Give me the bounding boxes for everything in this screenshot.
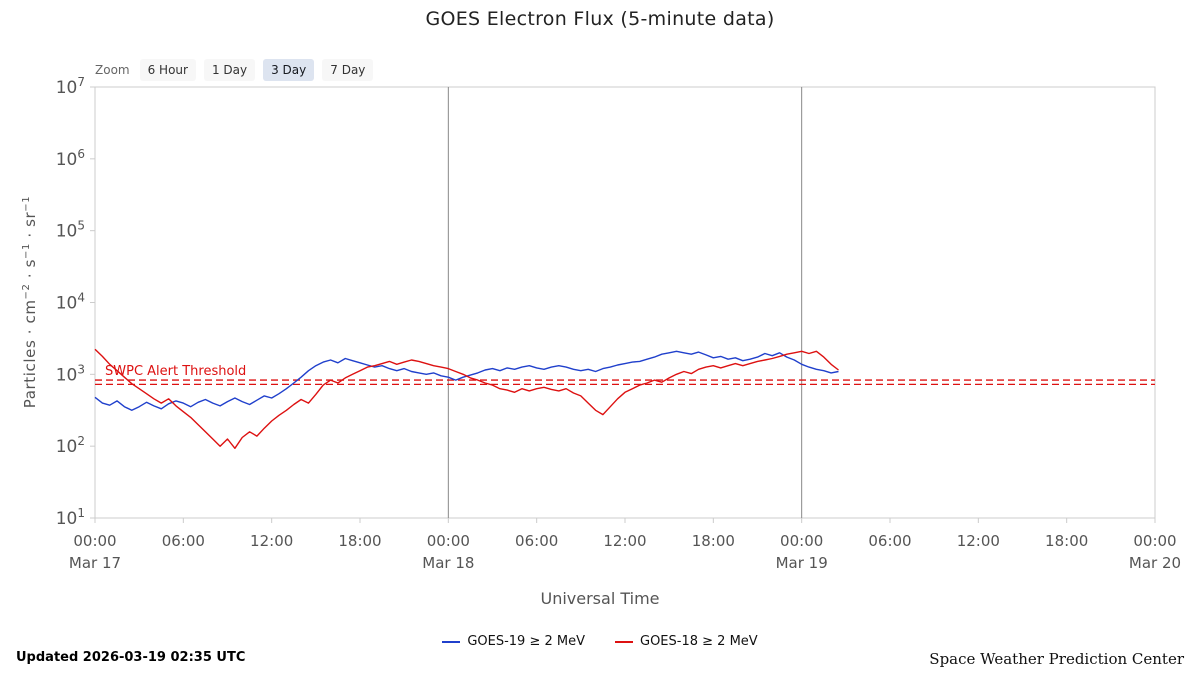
y-tick-label: 106: [56, 147, 85, 170]
x-tick-label: 12:00: [603, 532, 646, 550]
x-date-label: Mar 19: [776, 554, 828, 572]
zoom-6hour-button[interactable]: 6 Hour: [139, 59, 196, 81]
legend-item-goes18[interactable]: GOES-18 ≥ 2 MeV: [615, 634, 758, 649]
x-tick-label: 12:00: [250, 532, 293, 550]
goes-18-series: [94, 348, 839, 449]
zoom-3day-button[interactable]: 3 Day: [263, 59, 315, 81]
legend-item-goes19[interactable]: GOES-19 ≥ 2 MeV: [442, 634, 585, 649]
zoom-7day-button[interactable]: 7 Day: [322, 59, 374, 81]
x-tick-label: 00:00: [73, 532, 116, 550]
y-tick-label: 107: [56, 75, 85, 98]
x-tick-label: 00:00: [1133, 532, 1176, 550]
y-tick-label: 103: [56, 362, 85, 385]
legend: GOES-19 ≥ 2 MeV GOES-18 ≥ 2 MeV: [0, 634, 1200, 649]
y-tick-label: 101: [56, 506, 85, 529]
x-tick-label: 18:00: [338, 532, 381, 550]
y-tick-label: 105: [56, 219, 85, 242]
x-tick-label: 06:00: [515, 532, 558, 550]
x-tick-label: 18:00: [1045, 532, 1088, 550]
x-axis-title: Universal Time: [540, 589, 660, 608]
x-date-label: Mar 20: [1129, 554, 1181, 572]
x-tick-label: 00:00: [780, 532, 823, 550]
zoom-1day-button[interactable]: 1 Day: [203, 59, 256, 81]
zoom-label: Zoom: [95, 63, 130, 77]
y-tick-label: 104: [56, 291, 85, 314]
goes19-line-swatch: [442, 640, 461, 643]
x-tick-label: 00:00: [427, 532, 470, 550]
page-title: GOES Electron Flux (5-minute data): [425, 8, 775, 30]
y-tick-label: 102: [56, 434, 85, 457]
x-tick-label: 06:00: [162, 532, 205, 550]
credit-text: Space Weather Prediction Center: [929, 650, 1184, 668]
x-tick-label: 06:00: [868, 532, 911, 550]
x-tick-label: 18:00: [692, 532, 735, 550]
x-date-label: Mar 18: [422, 554, 474, 572]
zoom-range-selector: Zoom 6 Hour 1 Day 3 Day 7 Day: [95, 59, 374, 81]
legend-label-goes19: GOES-19 ≥ 2 MeV: [467, 634, 585, 649]
legend-label-goes18: GOES-18 ≥ 2 MeV: [640, 634, 758, 649]
x-date-label: Mar 17: [69, 554, 121, 572]
updated-timestamp: Updated 2026-03-19 02:35 UTC: [16, 650, 246, 665]
alert-threshold-label: SWPC Alert Threshold: [105, 364, 246, 379]
x-tick-label: 12:00: [957, 532, 1000, 550]
plot-area[interactable]: [94, 86, 1156, 519]
y-axis-title: Particles · cm−2 · s−1 · sr−1: [21, 195, 39, 409]
goes18-line-swatch: [615, 640, 633, 643]
